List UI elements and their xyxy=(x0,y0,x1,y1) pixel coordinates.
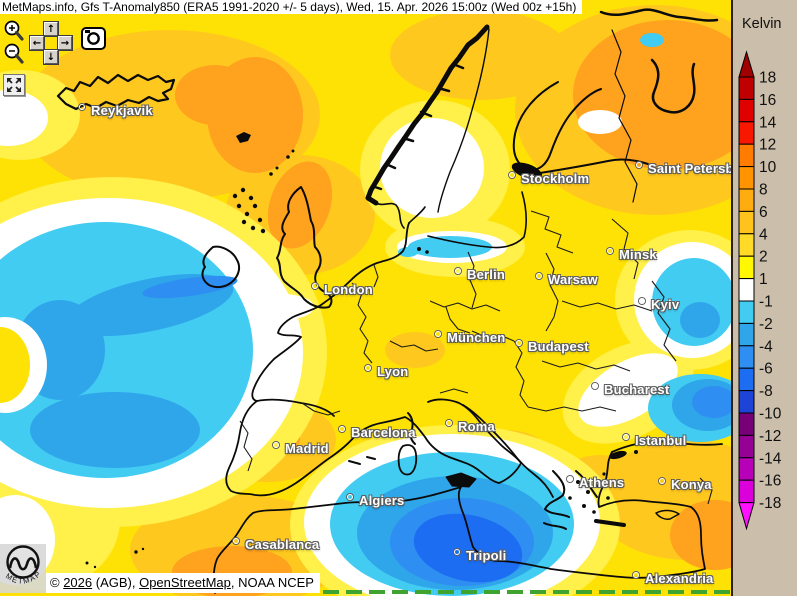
attribution-text: © xyxy=(50,575,64,590)
colorbar-segment xyxy=(738,345,755,369)
colorbar-tick-label: -1 xyxy=(759,294,773,311)
anomaly-map xyxy=(0,5,731,596)
arrow-left-icon: ← xyxy=(32,37,42,49)
colorbar-tick-label: -4 xyxy=(759,338,773,355)
anomaly-regions xyxy=(0,5,731,596)
colorbar-segment xyxy=(738,479,755,504)
colorbar-tick-label: 2 xyxy=(759,249,768,266)
colorbar-tick-label: -14 xyxy=(759,450,782,467)
arrow-right-icon: → xyxy=(60,37,70,49)
colorbar-segment xyxy=(738,434,755,459)
colorbar-segment xyxy=(738,98,755,123)
colorbar-segment xyxy=(738,166,755,190)
colorbar-segment xyxy=(738,300,755,324)
title-text: MetMaps.info, Gfs T-Anomaly850 (ERA5 199… xyxy=(2,0,577,14)
attribution-text: , NOAA NCEP xyxy=(230,575,314,590)
colorbar-segment xyxy=(738,76,755,100)
colorbar-segment xyxy=(738,322,755,347)
title-bar: MetMaps.info, Gfs T-Anomaly850 (ERA5 199… xyxy=(0,0,582,14)
zoom-in-button[interactable] xyxy=(3,19,25,43)
colorbar-tick-label: -16 xyxy=(759,473,781,490)
colorbar-segment xyxy=(738,255,755,280)
magnifier-plus-icon xyxy=(4,20,24,41)
colorbar-segment xyxy=(738,210,755,235)
metmaps-logo-icon: METMAPS xyxy=(0,537,42,586)
attribution-bar: © 2026 (AGB), OpenStreetMap, NOAA NCEP xyxy=(46,573,320,593)
colorbar-segment xyxy=(738,278,755,302)
attribution-text: (AGB), xyxy=(92,575,140,590)
colorbar-segment xyxy=(738,457,755,481)
attribution-link[interactable]: 2026 xyxy=(63,575,93,590)
colorbar-segment xyxy=(738,390,755,414)
colorbar-tick-label: 10 xyxy=(759,159,777,176)
colorbar-tick-label: -2 xyxy=(759,316,773,333)
colorbar-tick-label: -18 xyxy=(759,495,781,512)
colorbar-tick-label: 8 xyxy=(759,182,768,199)
country-borders xyxy=(239,210,713,505)
colorbar-arrow-bottom xyxy=(738,502,755,531)
colorbar-tick-label: 6 xyxy=(759,204,768,221)
screenshot-button[interactable] xyxy=(81,27,106,50)
metmaps-logo: METMAPS xyxy=(0,537,46,593)
colorbar-tick-label: 1 xyxy=(759,271,768,288)
attribution-link[interactable]: OpenStreetMap xyxy=(139,575,231,590)
legend-panel: Kelvin 18 16 14 12 10 8 6 4 2 1 -1 -2 -4 -6 -8 -10 -12 -1… xyxy=(731,0,797,596)
arrow-down-icon: ↓ xyxy=(46,51,56,63)
coastlines xyxy=(56,8,723,594)
pan-left-button[interactable]: ← xyxy=(30,36,44,50)
fullscreen-button[interactable] xyxy=(3,74,25,96)
colorbar-tick-label: 12 xyxy=(759,137,776,154)
legend-unit-label: Kelvin xyxy=(742,16,782,32)
colorbar-tick-label: 18 xyxy=(759,70,776,87)
camera-icon xyxy=(85,30,100,45)
pan-right-button[interactable]: → xyxy=(58,36,72,50)
colorbar-tick-label: -6 xyxy=(759,361,773,378)
arrow-up-icon: ↑ xyxy=(46,23,56,35)
map-viewport[interactable]: MetMaps.info, Gfs T-Anomaly850 (ERA5 199… xyxy=(0,0,731,596)
colorbar-tick-label: -10 xyxy=(759,406,782,423)
colorbar-segment xyxy=(738,367,755,392)
colorbar-segment xyxy=(738,188,755,212)
colorbar-tick-label: -12 xyxy=(759,428,781,445)
colorbar-segment xyxy=(738,412,755,436)
colorbar-arrow-top xyxy=(738,50,755,78)
expand-arrows-icon xyxy=(7,78,21,92)
colorbar-tick-label: -8 xyxy=(759,383,773,400)
colorbar: 18 16 14 12 10 8 6 4 2 1 -1 -2 -4 -6 -8 -10 -12 -14 -16 -18 xyxy=(738,50,782,531)
colorbar-segment xyxy=(738,121,755,145)
colorbar-tick-label: 14 xyxy=(759,114,777,131)
colorbar-tick-label: 4 xyxy=(759,226,768,243)
pan-down-button[interactable]: ↓ xyxy=(44,50,58,64)
colorbar-segment xyxy=(738,233,755,257)
colorbar-segment xyxy=(738,143,755,168)
colorbar-tick-label: 16 xyxy=(759,92,776,109)
zoom-out-button[interactable] xyxy=(3,42,25,66)
pan-up-button[interactable]: ↑ xyxy=(44,22,58,36)
magnifier-minus-icon xyxy=(4,43,24,64)
